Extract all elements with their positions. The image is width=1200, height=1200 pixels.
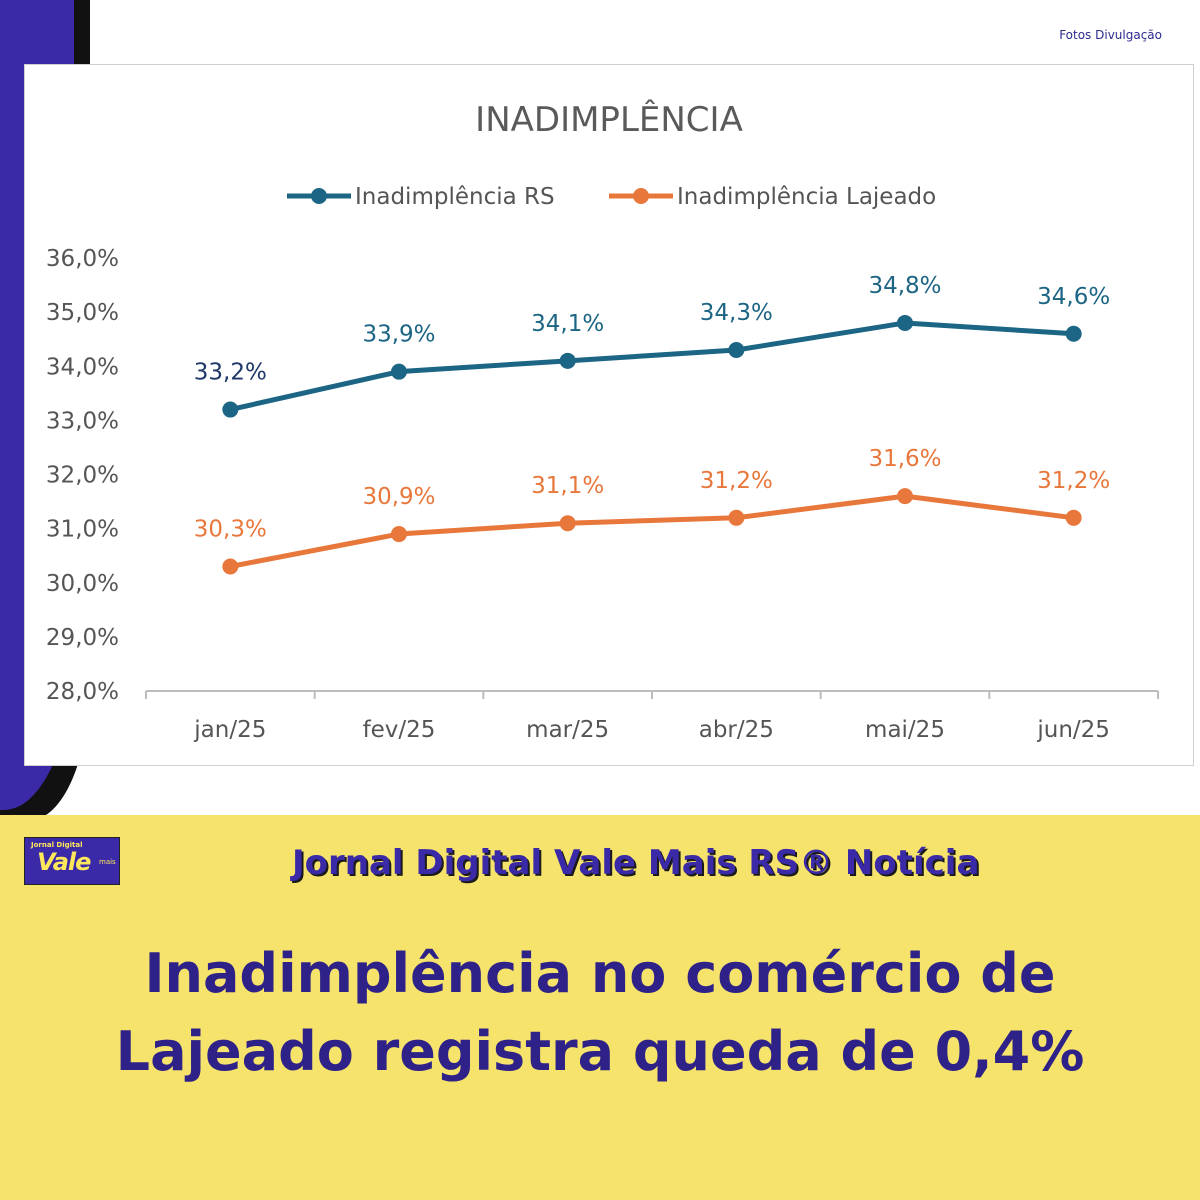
y-tick-label: 36,0% (46, 246, 119, 272)
data-label-1: 30,9% (362, 484, 435, 510)
x-tick-label: mar/25 (526, 717, 609, 743)
chart-card: INADIMPLÊNCIA Inadimplência RS Inadimplênc… (24, 64, 1194, 766)
y-tick-label: 32,0% (46, 463, 119, 489)
chart-title: INADIMPLÊNCIA (475, 99, 743, 140)
data-label-1: 31,2% (700, 468, 773, 494)
data-point-0 (222, 401, 239, 418)
data-point-0 (559, 352, 576, 369)
data-label-1: 31,2% (1037, 468, 1110, 494)
data-label-0: 33,9% (362, 322, 435, 348)
data-point-0 (1065, 325, 1082, 342)
legend-marker-1 (633, 188, 649, 204)
headline-line-2: Lajeado registra queda de 0,4% (115, 1020, 1085, 1083)
headline-line-1: Inadimplência no comércio de (144, 942, 1056, 1005)
brand-logo: Jornal Digital Vale mais (24, 837, 120, 885)
y-tick-label: 35,0% (46, 300, 119, 326)
data-label-1: 31,1% (531, 473, 604, 499)
legend-label-1: Inadimplência Lajeado (677, 184, 936, 210)
y-tick-label: 34,0% (46, 354, 119, 380)
data-point-1 (728, 509, 745, 526)
headline: Inadimplência no comércio de Lajeado reg… (0, 935, 1200, 1091)
x-tick-label: jun/25 (1036, 717, 1110, 743)
brand-title: Jornal Digital Vale Mais RS® Notícia (292, 843, 980, 883)
data-point-1 (1065, 509, 1082, 526)
legend-marker-0 (311, 188, 327, 204)
data-point-1 (897, 488, 913, 505)
y-tick-label: 30,0% (46, 571, 119, 597)
data-label-0: 34,3% (700, 300, 773, 326)
news-banner: Jornal Digital Vale mais Jornal Digital … (0, 815, 1200, 1200)
data-point-0 (728, 342, 745, 359)
data-point-0 (391, 363, 407, 380)
logo-main-text: Vale (37, 848, 91, 876)
data-point-1 (391, 526, 407, 543)
x-tick-label: abr/25 (699, 717, 774, 743)
logo-small-text: Jornal Digital (31, 841, 83, 849)
photo-credit: Fotos Divulgação (1059, 28, 1162, 42)
data-point-1 (559, 515, 576, 532)
data-point-1 (222, 558, 239, 575)
data-point-0 (897, 314, 913, 331)
data-label-1: 31,6% (868, 446, 941, 472)
data-label-0: 34,6% (1037, 284, 1110, 310)
legend-label-0: Inadimplência RS (355, 184, 555, 210)
y-tick-label: 29,0% (46, 625, 119, 651)
logo-sup-text: mais (99, 858, 116, 866)
data-label-1: 30,3% (194, 517, 267, 543)
series-line-0 (229, 320, 1074, 412)
x-tick-label: jan/25 (193, 717, 266, 743)
x-tick-label: fev/25 (363, 717, 436, 743)
line-chart: INADIMPLÊNCIA Inadimplência RS Inadimplênc… (46, 99, 1159, 743)
data-label-0: 34,8% (868, 273, 941, 299)
series-line-1 (229, 493, 1074, 569)
y-tick-label: 28,0% (46, 679, 119, 705)
data-label-0: 34,1% (531, 311, 604, 337)
y-tick-label: 31,0% (46, 517, 119, 543)
y-tick-label: 33,0% (46, 408, 119, 434)
data-label-0: 33,2% (194, 360, 267, 386)
x-tick-label: mai/25 (865, 717, 945, 743)
